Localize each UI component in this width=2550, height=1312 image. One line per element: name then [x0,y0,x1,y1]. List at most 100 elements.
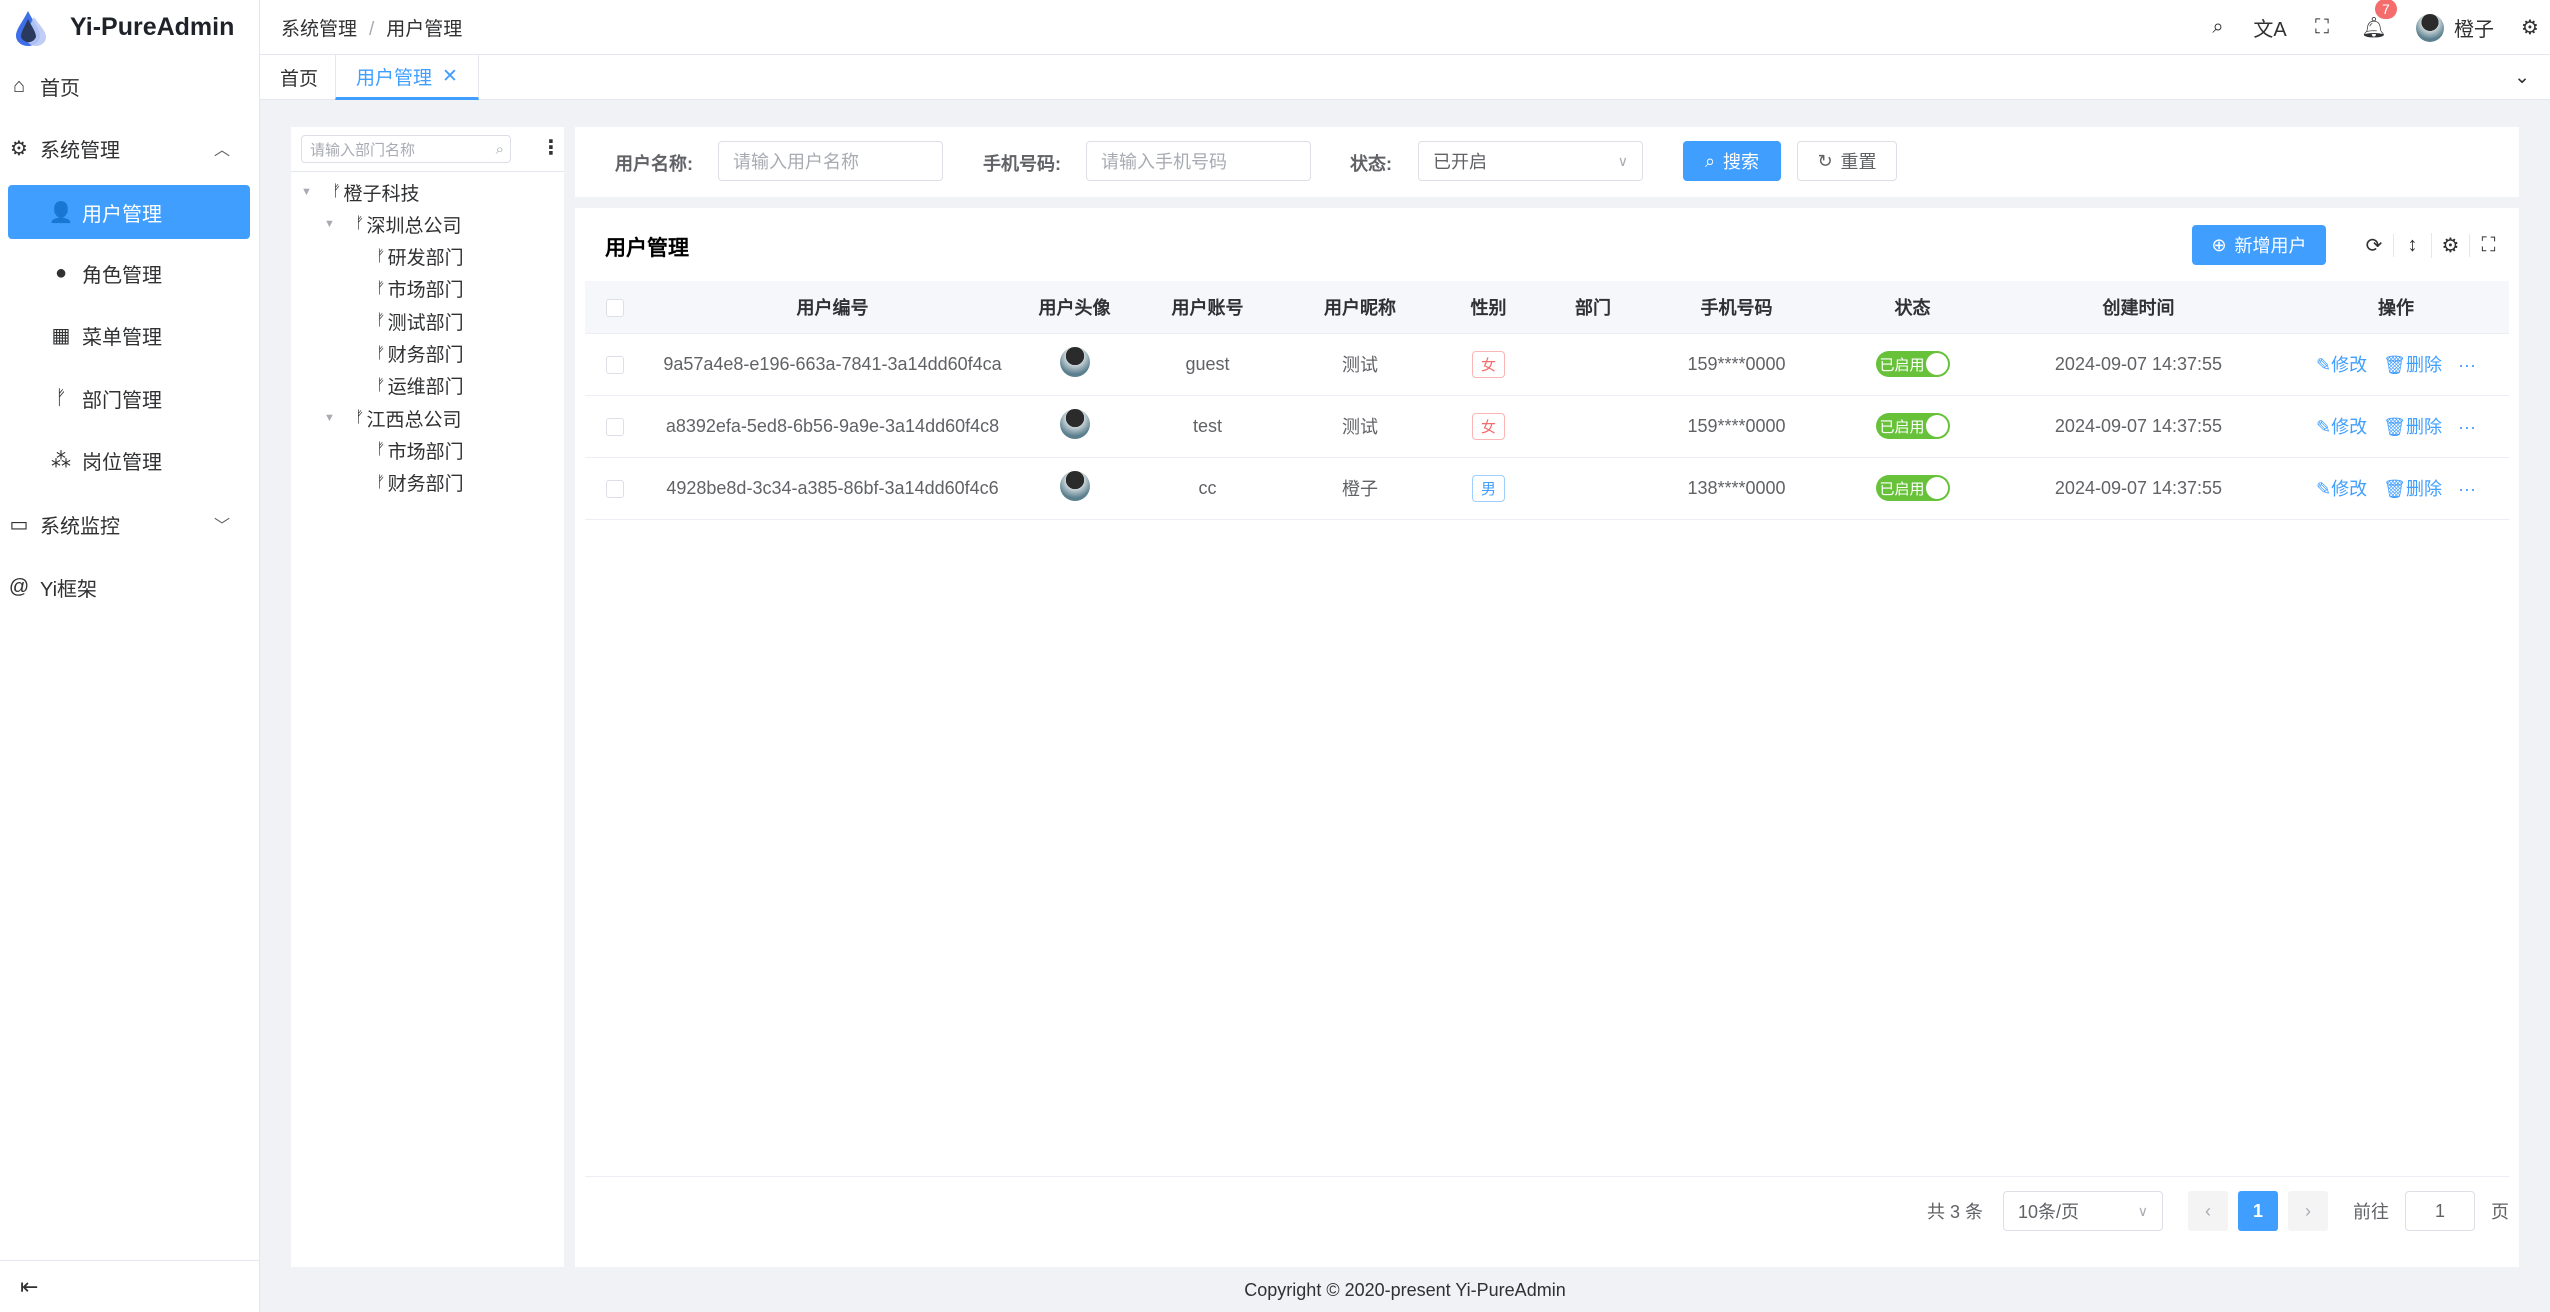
user-avatar[interactable] [1059,408,1090,439]
username-input[interactable]: 请输入用户名称 [718,141,943,181]
edit-button[interactable]: ✎修改 [2316,355,2367,375]
page-button-1[interactable]: 1 [2238,1191,2278,1231]
tree-node-label: 江西总公司 [366,409,462,431]
sidebar-item-roles[interactable]: ● 角色管理 [8,246,250,300]
density-button[interactable]: ↕ [2393,233,2431,257]
tree-node[interactable]: ᚠ 市场部门 [376,435,464,465]
edit-button[interactable]: ✎修改 [2316,417,2367,437]
row-checkbox[interactable] [585,457,644,520]
column-header: 用户账号 [1128,281,1287,334]
logo[interactable]: Yi-PureAdmin [0,0,260,55]
grid-icon: ▦ [51,324,71,347]
user-nickname: 测试 [1287,333,1433,396]
sidebar-item-posts[interactable]: ⁂ 岗位管理 [8,433,250,487]
tree-node[interactable]: ▼ ᚠ 橙子科技 [301,177,420,207]
search-button[interactable]: ⌕ 搜索 [1683,141,1781,181]
close-icon[interactable]: ✕ [442,65,458,87]
delete-button[interactable]: 🗑︎删除 [2383,355,2442,375]
breadcrumb: 系统管理 / 用户管理 [281,18,463,40]
sidebar-item-label: 部门管理 [82,389,162,412]
chevron-up-icon: ︿ [213,142,230,159]
column-header: 状态 [1831,281,1994,334]
edit-button[interactable]: ✎修改 [2316,479,2367,499]
status-switch[interactable]: 已启用 [1875,351,1950,377]
tree-node[interactable]: ᚠ 研发部门 [376,242,464,272]
edit-icon: ✎ [2316,479,2332,499]
department-search-input[interactable]: 请输入部门名称 ⌕ [301,135,511,163]
page-size-select[interactable]: 10条/页 ∨ [2003,1191,2163,1231]
gear-icon: ⚙ [2441,234,2460,257]
language-button[interactable]: 文A [2244,13,2296,42]
select-all-checkbox[interactable] [585,281,644,334]
row-checkbox[interactable] [585,333,644,396]
prev-page-button[interactable]: ‹ [2188,1191,2228,1231]
tree-node[interactable]: ▼ ᚠ 深圳总公司 [324,209,462,239]
user-account: guest [1128,333,1287,396]
sidebar-item-system[interactable]: ⚙ 系统管理 ︿ [8,121,250,175]
more-button[interactable]: ··· [2458,355,2476,375]
breadcrumb-item[interactable]: 系统管理 [281,18,358,40]
status-select[interactable]: 已开启 ∨ [1418,141,1643,181]
caret-down-icon[interactable]: ▼ [324,412,335,425]
status-switch[interactable]: 已启用 [1875,475,1950,501]
sidebar-item-monitor[interactable]: ▭ 系统监控 ﹀ [8,497,250,551]
settings-button[interactable]: ⚙ [2510,15,2550,40]
delete-button[interactable]: 🗑︎删除 [2383,417,2442,437]
add-user-button[interactable]: ⊕ 新增用户 [2192,225,2326,265]
delete-button[interactable]: 🗑︎删除 [2383,479,2442,499]
user-menu[interactable]: 橙子 [2400,13,2510,42]
search-icon: ⌕ [2212,16,2224,38]
more-button[interactable]: ··· [2458,417,2476,437]
home-icon: ⌂ [12,74,26,97]
sidebar-item-yi-framework[interactable]: @ Yi框架 [8,560,250,614]
sidebar-item-departments[interactable]: ᚠ 部门管理 [8,371,250,425]
tab-home[interactable]: 首页 [260,55,338,100]
more-horizontal-icon: ··· [2457,355,2476,375]
sidebar-item-home[interactable]: ⌂ 首页 [8,59,250,113]
app-title: Yi-PureAdmin [70,13,235,41]
tree-node[interactable]: ▼ ᚠ 江西总公司 [324,403,462,433]
tab-users[interactable]: 用户管理 ✕ [335,55,479,100]
fullscreen-button[interactable]: ⛶ [2469,233,2507,257]
goto-page-input[interactable]: 1 [2405,1191,2475,1231]
user-avatar[interactable] [1059,470,1090,501]
gender-tag: 男 [1471,474,1505,502]
table-title: 用户管理 [605,237,689,260]
tree-node[interactable]: ᚠ 财务部门 [376,468,464,498]
sidebar-item-label: 首页 [40,77,80,100]
button-label: 删除 [2405,479,2442,499]
status-label: 状态: [1350,154,1392,174]
next-page-button[interactable]: › [2288,1191,2328,1231]
phone-input[interactable]: 请输入手机号码 [1086,141,1311,181]
tree-node[interactable]: ᚠ 市场部门 [376,274,464,304]
user-avatar[interactable] [1059,346,1090,377]
search-button[interactable]: ⌕ [2192,16,2244,39]
refresh-button[interactable]: ⟳ [2355,233,2393,258]
search-form: 用户名称: 请输入用户名称 手机号码: 请输入手机号码 状态: 已开启 ∨ ⌕ 搜索… [575,127,2519,197]
sidebar: Yi-PureAdmin ⌂ 首页 ⚙ 系统管理 ︿ 👤 用户管理 ● 角色管理 ▦ 菜单管… [0,0,260,1312]
branch-icon: ᚠ [376,312,386,330]
status-switch[interactable]: 已启用 [1875,413,1950,439]
more-horizontal-icon: ··· [2457,417,2476,437]
tabs-dropdown-button[interactable]: ⌄ [2494,55,2550,100]
row-checkbox[interactable] [585,395,644,458]
more-button[interactable]: ··· [2458,479,2476,499]
tree-node[interactable]: ᚠ 财务部门 [376,339,464,369]
column-settings-button[interactable]: ⚙ [2431,232,2469,258]
caret-down-icon[interactable]: ▼ [324,218,335,231]
caret-down-icon[interactable]: ▼ [301,186,312,198]
chevron-down-icon: ∨ [2137,1202,2148,1219]
branch-icon: ᚠ [376,344,386,362]
button-label: 新增用户 [2234,236,2307,256]
sidebar-item-menus[interactable]: ▦ 菜单管理 [8,308,250,362]
more-vertical-icon[interactable]: ⋮ [541,137,561,159]
tree-node[interactable]: ᚠ 测试部门 [376,306,464,336]
sidebar-item-users[interactable]: 👤 用户管理 [8,185,250,239]
fullscreen-button[interactable]: ⛶ [2296,16,2348,39]
collapse-sidebar-button[interactable]: ⇤ [0,1260,260,1312]
table-row: 9a57a4e8-e196-663a-7841-3a14dd60f4ca gue… [585,333,2509,396]
tree-node[interactable]: ᚠ 运维部门 [376,371,464,401]
placeholder: 请输入手机号码 [1101,152,1227,172]
reset-button[interactable]: ↻ 重置 [1797,141,1897,181]
notification-button[interactable]: 🔔︎ 7 [2348,0,2400,40]
